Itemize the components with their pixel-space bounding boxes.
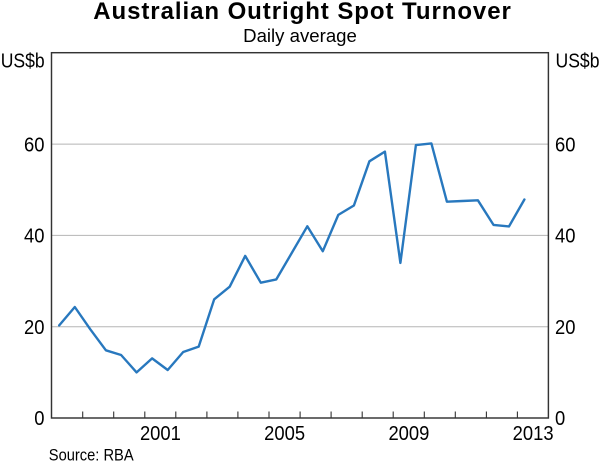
svg-text:0: 0 xyxy=(555,409,565,431)
svg-text:60: 60 xyxy=(555,135,575,157)
svg-text:2005: 2005 xyxy=(264,423,305,445)
svg-text:20: 20 xyxy=(555,317,575,339)
svg-text:20: 20 xyxy=(24,317,44,339)
svg-text:Source: RBA: Source: RBA xyxy=(49,447,134,464)
svg-text:2009: 2009 xyxy=(388,423,429,445)
svg-text:60: 60 xyxy=(24,135,44,157)
svg-text:Daily average: Daily average xyxy=(243,25,357,46)
svg-text:US$b: US$b xyxy=(556,49,600,71)
svg-text:0: 0 xyxy=(34,409,44,431)
svg-text:40: 40 xyxy=(555,226,575,248)
svg-text:US$b: US$b xyxy=(1,49,45,71)
svg-text:Australian Outright Spot Turno: Australian Outright Spot Turnover xyxy=(93,0,512,25)
svg-text:2001: 2001 xyxy=(140,423,181,445)
svg-text:2013: 2013 xyxy=(513,423,554,445)
svg-text:40: 40 xyxy=(24,226,44,248)
